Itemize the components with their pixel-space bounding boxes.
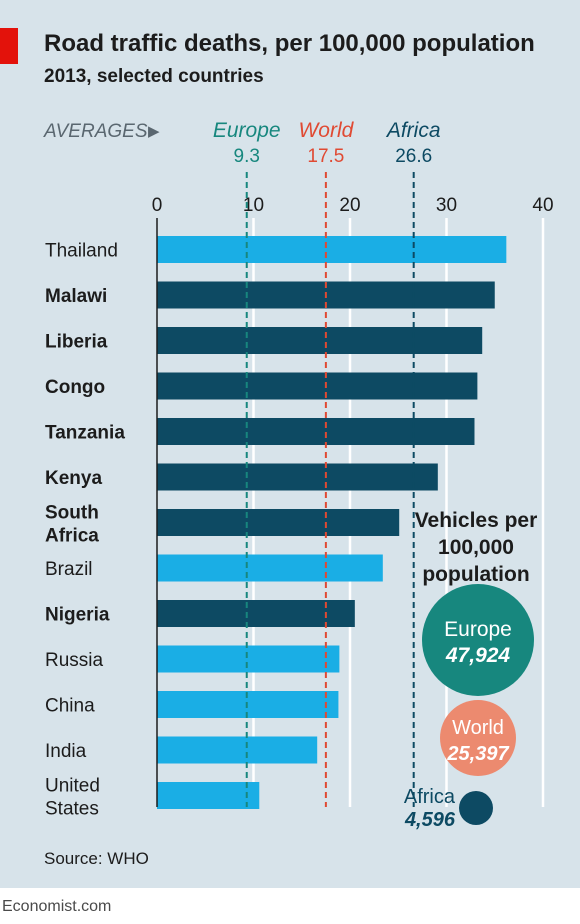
category-label: India (45, 741, 87, 762)
bar (157, 418, 475, 445)
bar (157, 463, 438, 491)
x-tick-label: 40 (532, 195, 553, 216)
x-tick-label: 30 (436, 195, 457, 216)
vehicles-bubble (440, 700, 516, 776)
x-tick-label: 10 (243, 195, 264, 216)
vehicles-title: 100,000 (438, 536, 514, 559)
average-name: Europe (213, 119, 281, 142)
category-label: Malawi (45, 286, 107, 307)
category-label: Nigeria (45, 605, 110, 626)
bar (157, 509, 400, 536)
vehicles-bubble-value: 47,924 (445, 644, 511, 667)
category-label: Liberia (45, 332, 108, 353)
bar (157, 372, 478, 400)
vehicles-bubble-label: Europe (444, 618, 512, 641)
x-tick-label: 0 (152, 195, 163, 216)
chart-subtitle: 2013, selected countries (44, 66, 264, 87)
bar (157, 327, 483, 354)
category-label: Congo (45, 377, 105, 398)
vehicles-bubble-value: 4,596 (404, 809, 456, 831)
average-value: 26.6 (395, 146, 432, 167)
average-value: 9.3 (234, 146, 260, 167)
vehicles-bubble (422, 584, 534, 696)
bar (157, 236, 507, 263)
chart-title: Road traffic deaths, per 100,000 populat… (44, 30, 535, 57)
averages-label: AVERAGES (43, 121, 148, 142)
vehicles-bubble-label: Africa (404, 786, 456, 808)
vehicles-bubble-value: 25,397 (446, 743, 509, 765)
category-label: Kenya (45, 468, 102, 489)
average-name: World (298, 119, 354, 142)
bar (157, 782, 260, 809)
averages-arrow: ▶ (148, 123, 160, 140)
source-note: Source: WHO (44, 849, 149, 868)
average-value: 17.5 (307, 146, 344, 167)
x-tick-label: 20 (339, 195, 360, 216)
vehicles-title: Vehicles per (415, 509, 538, 532)
average-name: Africa (385, 119, 441, 142)
bar (157, 600, 355, 627)
bar (157, 736, 318, 764)
vehicles-bubble-label: World (452, 717, 504, 739)
category-label: United (45, 776, 100, 797)
category-label: Tanzania (45, 423, 125, 444)
category-label: South (45, 503, 99, 524)
branding-label: Economist.com (2, 898, 112, 915)
vehicles-bubble (459, 791, 493, 825)
bar (157, 645, 340, 673)
vehicles-title: population (422, 563, 529, 586)
category-label: Africa (45, 526, 99, 547)
brand-red-tab (0, 28, 18, 64)
category-label: States (45, 799, 99, 820)
category-label: China (45, 696, 95, 717)
category-label: Thailand (45, 241, 118, 262)
category-label: Russia (45, 650, 104, 671)
category-label: Brazil (45, 559, 93, 580)
bar (157, 554, 383, 582)
